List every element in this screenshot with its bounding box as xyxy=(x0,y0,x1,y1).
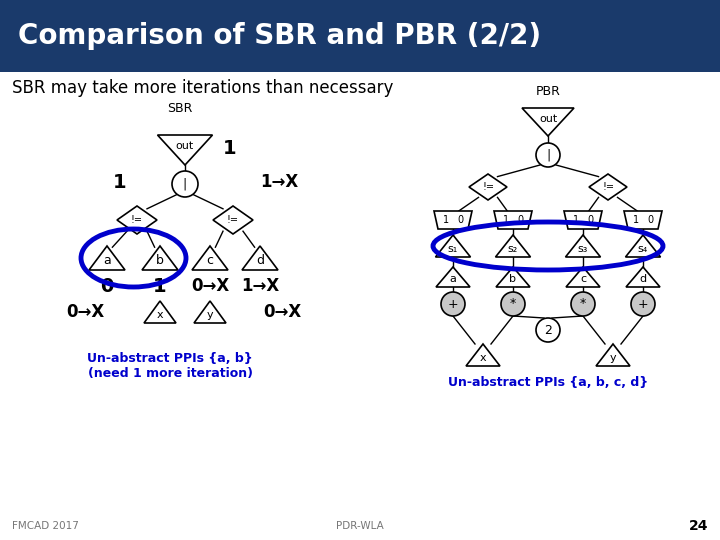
Polygon shape xyxy=(117,206,157,234)
Text: 0→X: 0→X xyxy=(263,303,301,321)
Polygon shape xyxy=(436,235,470,257)
Circle shape xyxy=(631,292,655,316)
Text: b: b xyxy=(156,254,164,267)
Text: Comparison of SBR and PBR (2/2): Comparison of SBR and PBR (2/2) xyxy=(18,22,541,50)
Text: +: + xyxy=(638,298,648,310)
Text: d: d xyxy=(639,274,647,285)
Text: y: y xyxy=(610,353,616,363)
Text: 1: 1 xyxy=(222,138,236,158)
Text: Un-abstract PPIs {a, b, c, d}: Un-abstract PPIs {a, b, c, d} xyxy=(448,375,648,388)
Polygon shape xyxy=(466,344,500,366)
Text: 0→X: 0→X xyxy=(66,303,104,321)
Polygon shape xyxy=(496,267,530,287)
Text: |: | xyxy=(546,148,550,161)
Polygon shape xyxy=(213,206,253,234)
Text: 1→X: 1→X xyxy=(260,173,298,191)
Polygon shape xyxy=(194,301,226,323)
Text: FMCAD 2017: FMCAD 2017 xyxy=(12,521,79,531)
Polygon shape xyxy=(144,301,176,323)
Text: 0: 0 xyxy=(517,215,523,225)
Text: PDR-WLA: PDR-WLA xyxy=(336,521,384,531)
Polygon shape xyxy=(624,211,662,229)
Text: 1: 1 xyxy=(443,215,449,225)
Text: a: a xyxy=(103,254,111,267)
Text: +: + xyxy=(448,298,459,310)
Text: s₂: s₂ xyxy=(508,244,518,254)
Text: 1: 1 xyxy=(113,172,127,192)
Polygon shape xyxy=(469,174,507,200)
Polygon shape xyxy=(626,235,660,257)
Text: y: y xyxy=(207,309,213,320)
Text: b: b xyxy=(510,274,516,285)
Polygon shape xyxy=(522,108,574,136)
Text: 1: 1 xyxy=(153,277,167,296)
Circle shape xyxy=(536,318,560,342)
Text: c: c xyxy=(580,274,586,285)
Text: 1→X: 1→X xyxy=(241,277,279,295)
Polygon shape xyxy=(242,246,278,270)
Text: PBR: PBR xyxy=(536,85,560,98)
Text: x: x xyxy=(157,309,163,320)
Text: c: c xyxy=(207,254,214,267)
Text: SBR may take more iterations than necessary: SBR may take more iterations than necess… xyxy=(12,79,393,97)
Text: a: a xyxy=(449,274,456,285)
Text: 1: 1 xyxy=(503,215,509,225)
Circle shape xyxy=(172,171,198,197)
Text: out: out xyxy=(539,113,557,124)
Text: 0: 0 xyxy=(100,277,114,296)
Circle shape xyxy=(441,292,465,316)
Text: 1: 1 xyxy=(633,215,639,225)
Text: SBR: SBR xyxy=(167,102,193,115)
Polygon shape xyxy=(89,246,125,270)
Text: !=: != xyxy=(602,182,614,192)
Polygon shape xyxy=(564,211,602,229)
Polygon shape xyxy=(142,246,178,270)
Polygon shape xyxy=(565,235,600,257)
Polygon shape xyxy=(495,235,531,257)
Polygon shape xyxy=(566,267,600,287)
Polygon shape xyxy=(494,211,532,229)
Polygon shape xyxy=(589,174,627,200)
Text: |: | xyxy=(183,178,187,191)
Text: !=: != xyxy=(227,215,239,225)
Text: 0: 0 xyxy=(587,215,593,225)
Polygon shape xyxy=(158,135,212,165)
Text: s₁: s₁ xyxy=(448,244,458,254)
Text: out: out xyxy=(176,141,194,151)
Text: *: * xyxy=(580,298,586,310)
Text: *: * xyxy=(510,298,516,310)
Circle shape xyxy=(571,292,595,316)
Circle shape xyxy=(536,143,560,167)
Text: !=: != xyxy=(131,215,143,225)
Polygon shape xyxy=(434,211,472,229)
Text: s₃: s₃ xyxy=(578,244,588,254)
Text: s₄: s₄ xyxy=(638,244,648,254)
Text: !=: != xyxy=(482,182,494,192)
Text: 0→X: 0→X xyxy=(191,277,229,295)
Text: 0: 0 xyxy=(647,215,653,225)
Text: 2: 2 xyxy=(544,323,552,336)
Text: Un-abstract PPIs {a, b}: Un-abstract PPIs {a, b} xyxy=(87,352,253,365)
Text: (need 1 more iteration): (need 1 more iteration) xyxy=(88,367,253,380)
Text: 1: 1 xyxy=(573,215,579,225)
FancyBboxPatch shape xyxy=(0,0,720,72)
Text: x: x xyxy=(480,353,486,363)
Text: 24: 24 xyxy=(688,519,708,533)
Polygon shape xyxy=(192,246,228,270)
Polygon shape xyxy=(626,267,660,287)
Polygon shape xyxy=(596,344,630,366)
Circle shape xyxy=(501,292,525,316)
Text: 0: 0 xyxy=(457,215,463,225)
Text: d: d xyxy=(256,254,264,267)
Polygon shape xyxy=(436,267,470,287)
